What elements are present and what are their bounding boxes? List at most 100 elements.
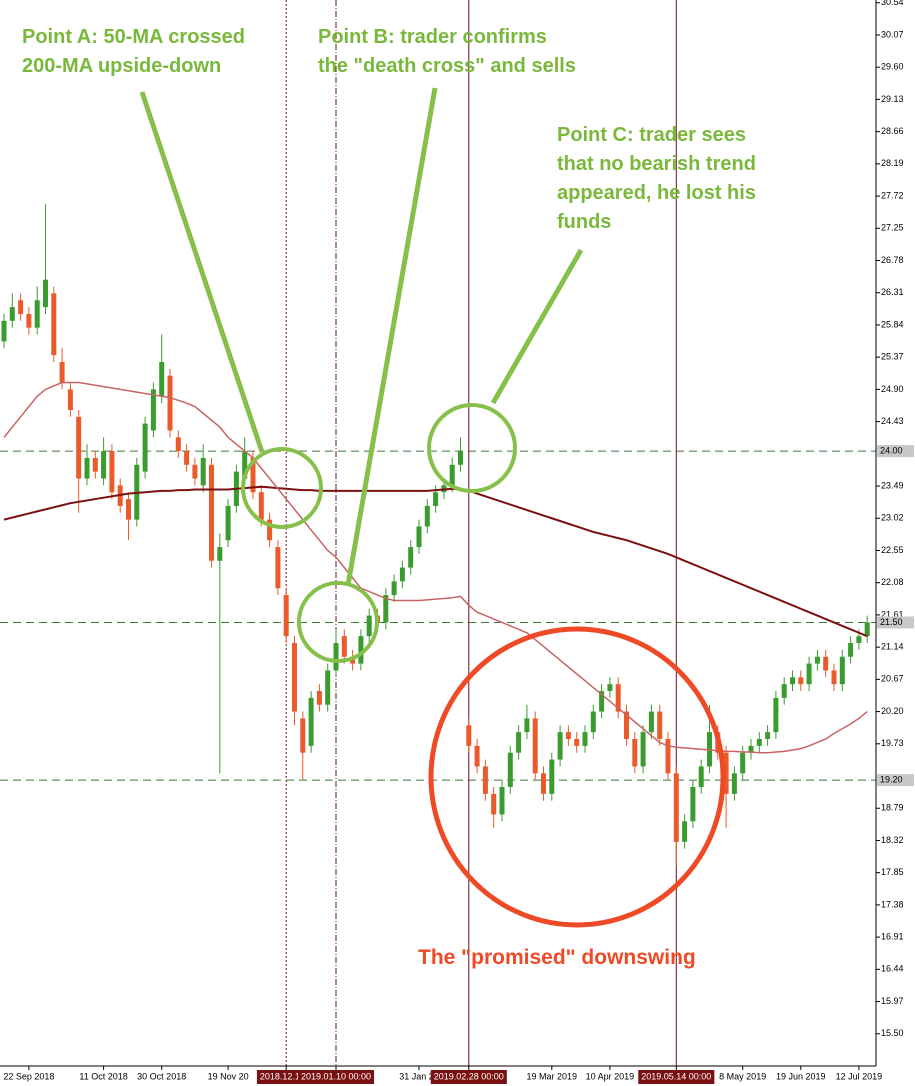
candle-body xyxy=(18,300,24,314)
y-tick-label: 25.84 xyxy=(881,319,904,329)
y-tick-label: 19.73 xyxy=(881,738,904,748)
x-marker-label-bg xyxy=(297,1070,375,1084)
y-tick-label: 21.14 xyxy=(881,642,904,652)
x-marker-label-bg xyxy=(430,1070,507,1084)
candle-body xyxy=(682,821,688,842)
candle-body xyxy=(34,300,40,328)
candle-body xyxy=(541,773,546,794)
candle-body xyxy=(765,732,771,740)
candle-body xyxy=(673,773,679,842)
candle-body xyxy=(292,643,297,712)
y-tick-label: 28.66 xyxy=(881,126,904,136)
candle-body xyxy=(192,464,198,479)
y-tick-label: 26.78 xyxy=(881,255,904,265)
candle-body xyxy=(325,670,331,705)
circle-b xyxy=(297,581,379,663)
y-tick-label: 27.72 xyxy=(881,190,904,200)
candle-body xyxy=(557,732,563,760)
candle-body xyxy=(466,725,472,746)
candle-body xyxy=(242,451,248,479)
level-label-bg xyxy=(877,774,914,787)
candle-body xyxy=(383,595,389,623)
candle-body xyxy=(433,492,439,506)
candle-body xyxy=(209,464,214,561)
candle-body xyxy=(250,457,256,493)
candle-body xyxy=(84,457,90,479)
pointer-a xyxy=(139,91,265,453)
y-tick-label: 24.90 xyxy=(881,384,904,394)
y-tick-label: 29.60 xyxy=(881,62,904,72)
y-tick-label: 26.31 xyxy=(881,287,904,297)
candle-body xyxy=(607,684,613,692)
y-tick-label: 29.13 xyxy=(881,94,904,104)
annotation-text: the "death cross" and sells xyxy=(318,55,576,77)
annotation-text: 200-MA upside-down xyxy=(22,55,221,77)
candle-body xyxy=(781,684,787,698)
candle-body xyxy=(1,320,7,342)
y-tick-label: 17.85 xyxy=(881,867,904,877)
candle-body xyxy=(491,793,497,815)
circle-downswing xyxy=(428,626,726,928)
candle-body xyxy=(839,656,845,685)
candle-body xyxy=(308,697,314,746)
x-tick-label: 31 Jan 20 xyxy=(399,1071,439,1081)
x-marker-label: 2018.12.18 0 xyxy=(260,1071,313,1081)
candle-body xyxy=(582,732,588,746)
candle-body xyxy=(200,457,206,486)
x-tick-label: 19 Jun 2019 xyxy=(776,1071,826,1081)
annotation-text: that no bearish trend xyxy=(557,153,756,175)
candle-body xyxy=(316,691,322,705)
candle-body xyxy=(217,547,223,561)
candle-body xyxy=(333,643,339,671)
y-tick-label: 22.08 xyxy=(881,577,904,587)
y-tick-label: 27.25 xyxy=(881,223,904,233)
x-tick-label: 10 Apr 2019 xyxy=(586,1071,635,1081)
candle-body xyxy=(524,718,530,733)
y-tick-label: 28.19 xyxy=(881,158,904,168)
annotations: Point A: 50-MA crossed 200-MA upside-dow… xyxy=(22,26,756,969)
level-label: 24.00 xyxy=(880,445,903,455)
candle-body xyxy=(101,451,107,479)
candle-body xyxy=(648,711,654,733)
candle-body xyxy=(698,766,704,787)
x-marker-label-bg xyxy=(638,1070,715,1084)
y-tick-label: 24.43 xyxy=(881,416,904,426)
candle-body xyxy=(175,437,181,452)
y-tick-label: 15.50 xyxy=(881,1028,904,1038)
candle-body xyxy=(657,711,663,740)
candle-body xyxy=(366,615,372,637)
candle-body xyxy=(341,636,347,657)
candle-body xyxy=(731,773,737,794)
y-tick-label: 23.02 xyxy=(881,513,904,523)
candle-body xyxy=(756,739,762,746)
candle-body xyxy=(59,361,65,383)
candle-body xyxy=(416,526,422,548)
y-tick-label: 16.91 xyxy=(881,931,904,941)
y-tick-label: 17.38 xyxy=(881,899,904,909)
x-tick-label: 19 Nov 20 xyxy=(208,1071,249,1081)
y-tick-label: 20.20 xyxy=(881,706,904,716)
candle-body xyxy=(9,307,15,321)
candle-body xyxy=(599,691,605,712)
candle-body xyxy=(275,547,281,589)
candle-body xyxy=(358,636,364,664)
candle-body xyxy=(283,595,289,637)
x-tick-label: 12 Jul 2019 xyxy=(836,1071,883,1081)
candle-body xyxy=(150,389,156,431)
candle-body xyxy=(565,732,571,740)
y-tick-label: 30.54 xyxy=(881,0,904,7)
candle-body xyxy=(458,451,463,465)
candle-body xyxy=(665,739,671,774)
candle-body xyxy=(806,663,812,685)
candle-body xyxy=(740,752,746,774)
candle-body xyxy=(126,499,131,520)
candle-body xyxy=(474,745,480,767)
candle-body xyxy=(408,547,414,568)
candle-body xyxy=(267,519,273,541)
candle-body xyxy=(258,492,264,520)
candle-body xyxy=(632,739,638,767)
ma-line xyxy=(3,485,868,638)
x-tick-label: 11 Oct 2018 xyxy=(79,1071,127,1081)
